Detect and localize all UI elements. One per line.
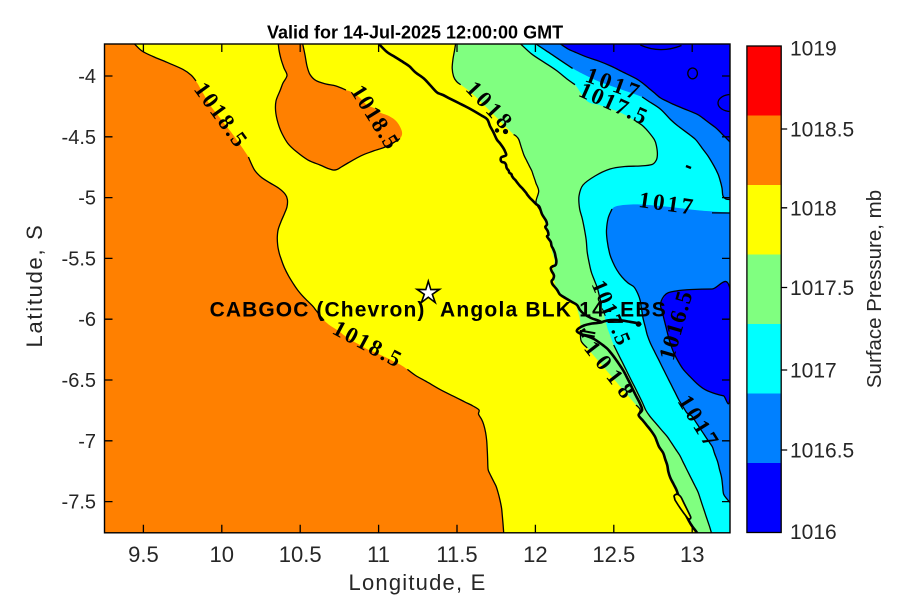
svg-text:-7.5: -7.5 (62, 492, 96, 514)
svg-text:Valid for 14-Jul-2025 12:00:00: Valid for 14-Jul-2025 12:00:00 GMT (267, 23, 563, 43)
svg-text:⇐: ⇐ (576, 320, 598, 347)
svg-text:12.5: 12.5 (592, 542, 635, 567)
svg-text:-6.5: -6.5 (62, 370, 96, 392)
svg-text:1018: 1018 (790, 197, 837, 220)
svg-text:Latitude, S: Latitude, S (22, 224, 47, 348)
svg-text:11: 11 (367, 542, 390, 567)
svg-text:CABGOC (Chevron): CABGOC (Chevron) (210, 299, 426, 322)
svg-text:Angola BLK 14- EBS: Angola BLK 14- EBS (440, 299, 667, 322)
svg-text:1016: 1016 (790, 521, 837, 544)
svg-text:Surface Pressure, mb: Surface Pressure, mb (863, 190, 886, 388)
svg-text:-7: -7 (78, 431, 96, 453)
svg-text:-4.5: -4.5 (62, 127, 96, 149)
svg-text:1018.5: 1018.5 (790, 119, 854, 142)
svg-text:10: 10 (210, 542, 234, 567)
svg-text:-5: -5 (78, 188, 96, 210)
svg-text:1017: 1017 (790, 360, 837, 383)
svg-text:11.5: 11.5 (436, 542, 477, 567)
svg-text:-4: -4 (78, 66, 96, 88)
svg-text:-5.5: -5.5 (62, 248, 96, 270)
svg-text:1016.5: 1016.5 (790, 440, 854, 463)
svg-text:-6: -6 (78, 309, 96, 331)
svg-text:10.5: 10.5 (279, 542, 322, 567)
svg-text:Longitude, E: Longitude, E (349, 570, 487, 595)
svg-text:1019: 1019 (790, 37, 837, 60)
svg-text:9.5: 9.5 (128, 542, 159, 567)
svg-text:13: 13 (680, 542, 704, 567)
svg-text:12: 12 (523, 542, 547, 567)
svg-text:1017.5: 1017.5 (790, 277, 854, 300)
